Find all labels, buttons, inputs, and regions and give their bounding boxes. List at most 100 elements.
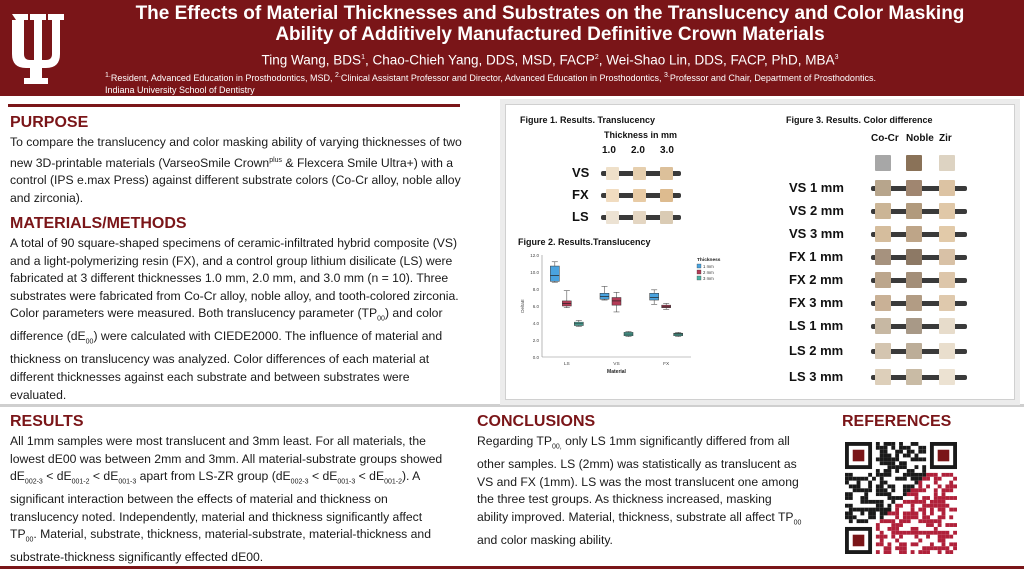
qr-module <box>945 550 950 554</box>
qr-module <box>949 472 954 477</box>
figure1-specimen <box>633 189 646 202</box>
qr-module <box>879 538 884 543</box>
conclusions-heading: CONCLUSIONS <box>477 413 596 430</box>
qr-module <box>845 492 849 497</box>
qr-module <box>922 488 927 493</box>
figure1-thickness-label: 1.0 <box>602 145 616 156</box>
qr-module <box>899 550 903 554</box>
qr-module <box>848 511 853 516</box>
qr-module <box>887 507 892 512</box>
qr-module <box>879 534 884 539</box>
qr-module <box>891 534 896 539</box>
qr-module <box>879 472 884 477</box>
qr-module <box>929 542 934 547</box>
methods-text: A total of 90 square-shaped specimens of… <box>10 236 459 402</box>
qr-module <box>875 499 880 504</box>
figure3-specimen <box>875 343 891 359</box>
figures-panel: Figure 1. Results. Translucency Thicknes… <box>505 104 1015 400</box>
figure1-specimen <box>660 189 673 202</box>
figure1-specimen <box>633 167 646 180</box>
qr-module <box>895 465 900 470</box>
figure3-specimen <box>875 295 891 311</box>
qr-module <box>868 488 873 493</box>
qr-module <box>895 476 900 481</box>
qr-module <box>860 511 865 516</box>
figure3-specimen <box>875 318 891 334</box>
y-axis-label: DeltaE <box>520 299 525 313</box>
figure1-specimen <box>633 211 646 224</box>
qr-module <box>868 515 873 520</box>
qr-module <box>914 511 919 516</box>
qr-module <box>883 453 888 458</box>
qr-module <box>883 442 888 446</box>
iu-trident-logo-icon <box>12 14 64 84</box>
qr-module <box>848 492 853 497</box>
qr-module <box>899 476 903 481</box>
qr-module <box>922 515 927 520</box>
figure3-specimen <box>875 369 891 385</box>
poster-title: The Effects of Material Thicknesses and … <box>80 3 1020 45</box>
qr-module <box>918 480 923 485</box>
qr-module <box>918 445 923 450</box>
qr-module <box>883 488 888 493</box>
figure3-specimen <box>875 272 891 288</box>
qr-module <box>937 546 942 551</box>
qr-module <box>945 523 950 527</box>
qr-module <box>879 499 884 504</box>
qr-module <box>856 480 861 485</box>
qr-module <box>848 496 853 500</box>
qr-module <box>926 503 930 508</box>
qr-module <box>902 546 907 551</box>
qr-module <box>910 542 915 547</box>
qr-module <box>864 507 869 512</box>
qr-module <box>883 445 888 450</box>
qr-module <box>910 550 915 554</box>
qr-module <box>872 476 876 481</box>
legend-label: 3 mm <box>703 276 714 281</box>
references-qr-code[interactable] <box>845 442 957 554</box>
qr-module <box>906 449 911 454</box>
qr-module <box>845 476 849 481</box>
qr-module <box>914 442 919 446</box>
author-2: , Chao-Chieh Yang, DDS, MSD, FACP <box>364 52 595 68</box>
qr-module <box>929 530 934 535</box>
qr-module <box>918 472 923 477</box>
figure3-specimen <box>939 343 955 359</box>
qr-module <box>848 503 853 508</box>
qr-module <box>879 445 884 450</box>
qr-module <box>949 496 954 500</box>
qr-module <box>922 449 927 454</box>
box-2mm-VS <box>611 297 622 306</box>
qr-module <box>887 492 892 497</box>
qr-module <box>902 515 907 520</box>
qr-module <box>852 476 857 481</box>
qr-module <box>933 488 938 493</box>
qr-module <box>933 526 938 531</box>
qr-module <box>902 492 907 497</box>
qr-module <box>856 519 861 524</box>
figure3-title: Figure 3. Results. Color difference <box>786 115 933 125</box>
qr-module <box>922 469 927 473</box>
figure3-row-label: FX 2 mm <box>789 272 844 287</box>
qr-module <box>864 496 869 500</box>
qr-module <box>899 465 903 470</box>
qr-module <box>933 503 938 508</box>
qr-module <box>895 453 900 458</box>
qr-module <box>895 546 900 551</box>
qr-module <box>941 538 946 543</box>
author-1: Ting Wang, BDS <box>261 52 362 68</box>
figure2-boxplot-chart: 0.0 2.0 4.0 6.0 8.0 10.0 12.0 DeltaE Material LS V… <box>520 253 721 375</box>
figure3-specimen <box>939 318 955 334</box>
qr-module <box>906 472 911 477</box>
qr-module <box>864 488 869 493</box>
qr-module <box>941 503 946 508</box>
qr-module <box>891 484 896 489</box>
qr-module <box>933 472 938 477</box>
qr-module <box>926 472 930 477</box>
qr-module <box>941 534 946 539</box>
qr-module <box>945 534 950 539</box>
qr-module <box>949 515 954 520</box>
qr-module <box>941 546 946 551</box>
qr-module <box>895 457 900 462</box>
qr-module <box>895 496 900 500</box>
